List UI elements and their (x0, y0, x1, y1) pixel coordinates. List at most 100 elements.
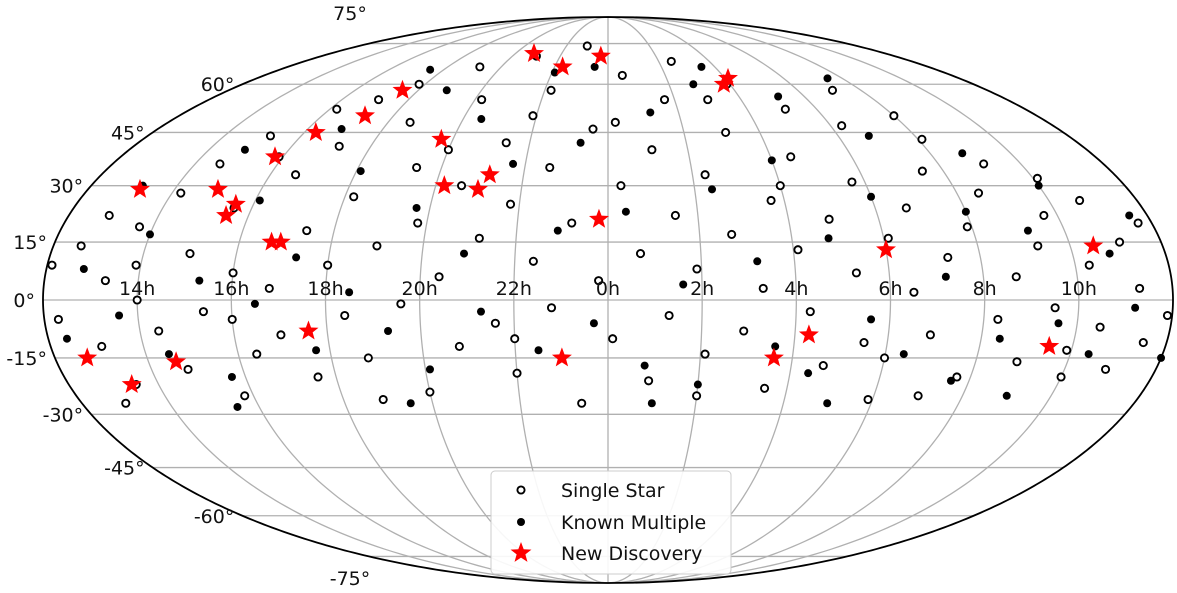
single-star-point (349, 192, 359, 202)
single-star-point (700, 349, 710, 359)
new-discovery-point (763, 347, 784, 367)
single-star-point (215, 159, 225, 169)
legend-multiple-label: Known Multiple (561, 512, 706, 534)
single-star-point (917, 166, 927, 176)
new-discovery-point (590, 45, 611, 65)
single-star-point (1075, 195, 1085, 206)
single-star-point (227, 314, 237, 324)
known-multiple-point (824, 234, 833, 243)
known-multiple-point (864, 131, 873, 140)
single-star-point (405, 117, 415, 127)
new-discovery-point (718, 67, 738, 87)
single-star-point (670, 210, 680, 221)
single-star-point (413, 218, 423, 228)
single-star-point (76, 241, 86, 251)
new-discovery-point (1083, 235, 1104, 255)
ra-tick-label: 16h (213, 278, 249, 300)
single-star-point (1062, 345, 1072, 355)
known-multiple-point (1125, 211, 1134, 220)
new-discovery-point (355, 105, 375, 125)
ra-tick-label: 22h (496, 278, 532, 300)
new-discovery-point (524, 42, 544, 62)
known-multiple-point (477, 115, 486, 124)
known-multiple-point (804, 369, 813, 378)
single-star-point (644, 376, 654, 386)
ra-tick-label: 20h (402, 278, 438, 300)
new-discovery-point (265, 146, 285, 166)
single-star-point (313, 372, 323, 382)
legend-single-label: Single Star (561, 480, 665, 502)
known-multiple-point (771, 342, 780, 351)
known-multiple-point (145, 230, 154, 239)
single-star-point (758, 283, 768, 293)
dec-tick-label: 15° (13, 232, 47, 254)
single-star-point (617, 70, 627, 80)
new-discovery-point (1039, 335, 1060, 355)
single-star-point (372, 241, 382, 251)
known-multiple-point (292, 253, 301, 262)
new-discovery-point (129, 178, 150, 198)
known-multiple-point (406, 399, 415, 408)
single-star-point (1095, 322, 1105, 332)
ra-tick-label: 8h (973, 278, 997, 300)
single-star-point (721, 127, 731, 138)
known-multiple-point (227, 372, 236, 381)
new-discovery-point (468, 178, 488, 198)
ra-tick-label: 2h (690, 278, 714, 300)
new-discovery-point (298, 320, 319, 340)
single-star-point (475, 62, 485, 72)
known-multiple-point (961, 207, 970, 216)
single-star-point (1162, 310, 1172, 321)
single-star-point (131, 260, 141, 270)
known-multiple-point (442, 86, 451, 95)
known-multiple-point (240, 145, 249, 154)
known-multiple-point (534, 346, 543, 355)
single-star-point (252, 349, 262, 359)
known-multiple-point (646, 108, 655, 117)
known-multiple-point (115, 311, 124, 320)
dec-tick-label: -45° (104, 458, 145, 480)
single-star-point (185, 249, 195, 259)
dec-labels: 75° 60° 45° 30° 15° 0° -15° -30° -45° -6… (6, 3, 370, 590)
single-star-point (962, 222, 972, 232)
single-star-point (414, 79, 424, 89)
single-star-point (490, 318, 500, 328)
single-star-point (692, 391, 702, 401)
known-multiple-point (1105, 249, 1114, 258)
single-star-point (1012, 357, 1022, 367)
known-multiple-point (460, 249, 469, 258)
single-star-point (760, 383, 770, 393)
known-multiple-point (576, 138, 585, 147)
single-star-point (378, 394, 388, 405)
single-star-point (443, 145, 453, 155)
known-multiple-point (689, 80, 698, 89)
single-star-point (901, 203, 911, 213)
dec-tick-label: 60° (201, 74, 235, 96)
single-star-point (477, 95, 487, 105)
single-star-point (53, 314, 63, 324)
single-star-point (647, 145, 657, 155)
single-star-point (454, 341, 464, 351)
known-multiple-point (426, 65, 435, 74)
new-discovery-point (392, 79, 413, 99)
single-star-point (588, 124, 598, 134)
new-discovery-point (434, 175, 455, 195)
single-star-point (228, 268, 238, 278)
known-multiple-point (753, 257, 762, 266)
new-discovery-point (798, 324, 819, 344)
single-star-point (979, 159, 989, 169)
known-multiple-point (1002, 391, 1011, 400)
dec-tick-label: -60° (194, 506, 235, 528)
new-discovery-point (166, 351, 187, 371)
single-star-point (610, 117, 620, 127)
known-multiple-point (1157, 353, 1166, 362)
single-star-point (332, 104, 342, 114)
single-star-point (775, 181, 785, 191)
single-star-point (943, 252, 953, 262)
legend-single-marker (516, 485, 526, 495)
single-star-point (100, 276, 110, 286)
single-star-point (973, 188, 984, 198)
known-multiple-point (941, 272, 950, 281)
known-multiple-point (995, 334, 1004, 343)
